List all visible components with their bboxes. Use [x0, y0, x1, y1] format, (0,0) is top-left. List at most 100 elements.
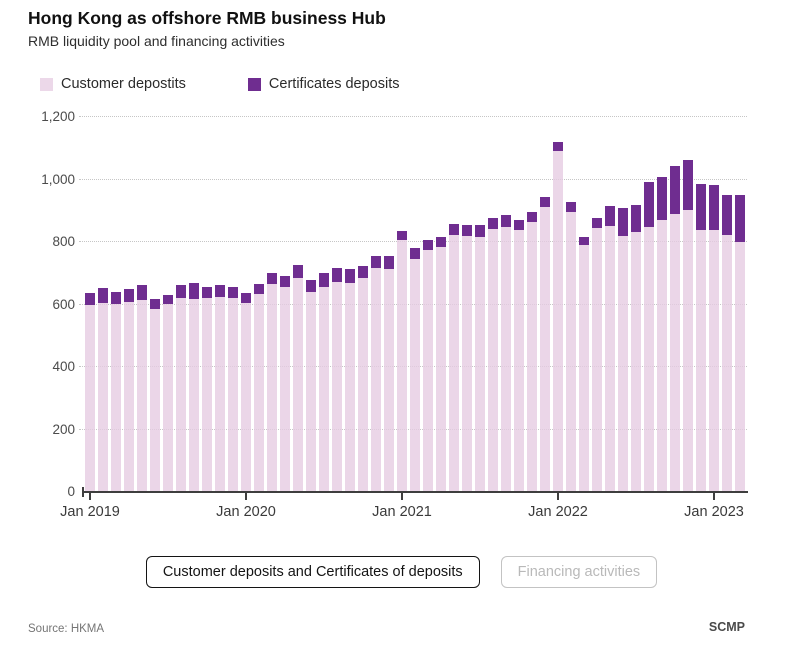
segment-certificates-deposits	[501, 214, 511, 227]
segment-customer-deposits	[657, 219, 667, 492]
bar-mar-2020	[267, 273, 277, 492]
segment-certificates-deposits	[358, 265, 368, 279]
deposits-toggle-button[interactable]: Customer deposits and Certificates of de…	[145, 556, 480, 588]
y-tick-label-0: 0	[67, 484, 75, 499]
segment-certificates-deposits	[98, 288, 108, 303]
bar-sep-2019	[189, 283, 199, 492]
bar-dec-2022	[696, 183, 706, 492]
segment-certificates-deposits	[514, 220, 524, 231]
bar-feb-2023	[722, 194, 732, 492]
bar-jul-2021	[475, 225, 485, 492]
segment-certificates-deposits	[241, 293, 251, 303]
bar-apr-2022	[592, 217, 602, 492]
bar-jun-2021	[462, 225, 472, 492]
legend-label-customer-deposits: Customer depostits	[61, 76, 186, 92]
segment-certificates-deposits	[410, 248, 420, 260]
x-tick-label-jan-2021: Jan 2021	[372, 504, 432, 520]
segment-customer-deposits	[384, 268, 394, 492]
segment-certificates-deposits	[449, 224, 459, 236]
financing-activities-toggle-button[interactable]: Financing activities	[500, 556, 658, 588]
segment-certificates-deposits	[280, 275, 290, 287]
bar-aug-2019	[176, 284, 186, 492]
bar-may-2020	[293, 265, 303, 492]
segment-customer-deposits	[605, 226, 615, 492]
bar-dec-2021	[540, 196, 550, 492]
segment-customer-deposits	[358, 278, 368, 492]
segment-certificates-deposits	[124, 288, 134, 302]
legend: Customer depostits Certificates deposits	[40, 76, 399, 92]
segment-certificates-deposits	[332, 268, 342, 282]
x-tick-label-jan-2019: Jan 2019	[60, 504, 120, 520]
segment-customer-deposits	[254, 294, 264, 492]
segment-certificates-deposits	[254, 284, 264, 295]
bar-sep-2022	[657, 177, 667, 492]
segment-customer-deposits	[241, 302, 251, 492]
segment-customer-deposits	[722, 235, 732, 492]
segment-customer-deposits	[553, 150, 563, 492]
bar-oct-2022	[670, 166, 680, 492]
bar-dec-2019	[228, 286, 238, 492]
segment-customer-deposits	[449, 235, 459, 492]
segment-certificates-deposits	[345, 269, 355, 284]
segment-certificates-deposits	[150, 298, 160, 310]
legend-item-customer-deposits: Customer depostits	[40, 76, 186, 92]
chart-toggle-buttons: Customer deposits and Certificates of de…	[0, 556, 803, 588]
page-subtitle: RMB liquidity pool and financing activit…	[28, 33, 285, 49]
segment-certificates-deposits	[371, 255, 381, 269]
bar-mar-2022	[579, 236, 589, 492]
bar-jul-2022	[631, 204, 641, 492]
customer-deposits-swatch-icon	[40, 77, 53, 91]
segment-certificates-deposits	[111, 292, 121, 304]
segment-customer-deposits	[410, 259, 420, 492]
segment-customer-deposits	[670, 213, 680, 492]
bar-nov-2020	[371, 255, 381, 492]
segment-certificates-deposits	[163, 294, 173, 304]
bar-apr-2021	[436, 236, 446, 492]
brand-logo: SCMP	[708, 620, 745, 634]
bar-jan-2022	[553, 142, 563, 492]
gridline-800	[79, 241, 747, 242]
bar-may-2021	[449, 224, 459, 492]
y-tick-label-1000: 1,000	[41, 171, 75, 187]
segment-customer-deposits	[488, 228, 498, 492]
segment-customer-deposits	[462, 235, 472, 492]
segment-customer-deposits	[618, 235, 628, 492]
bar-feb-2021	[410, 248, 420, 492]
segment-certificates-deposits	[436, 236, 446, 248]
source-attribution: Source: HKMA	[28, 623, 105, 635]
bar-oct-2020	[358, 265, 368, 492]
segment-customer-deposits	[150, 309, 160, 492]
segment-customer-deposits	[332, 281, 342, 492]
segment-certificates-deposits	[293, 265, 303, 279]
bar-jun-2020	[306, 280, 316, 492]
segment-certificates-deposits	[605, 206, 615, 227]
segment-customer-deposits	[527, 221, 537, 492]
x-tick-jan-2023	[713, 493, 715, 500]
bar-may-2022	[605, 206, 615, 492]
segment-certificates-deposits	[722, 194, 732, 236]
segment-certificates-deposits	[735, 195, 745, 243]
segment-certificates-deposits	[462, 225, 472, 236]
segment-certificates-deposits	[85, 292, 95, 305]
bar-dec-2020	[384, 255, 394, 492]
segment-customer-deposits	[592, 227, 602, 492]
segment-certificates-deposits	[631, 204, 641, 232]
plot-area: Jan 2019 Jan 2020 Jan 2021 Jan 2022 Jan 2023	[60, 116, 748, 520]
segment-customer-deposits	[475, 236, 485, 492]
bar-feb-2019	[98, 288, 108, 492]
segment-certificates-deposits	[176, 284, 186, 299]
bar-apr-2020	[280, 275, 290, 492]
x-tick-label-jan-2020: Jan 2020	[216, 504, 276, 520]
segment-customer-deposits	[202, 298, 212, 492]
segment-customer-deposits	[397, 240, 407, 492]
segment-certificates-deposits	[306, 280, 316, 292]
segment-customer-deposits	[293, 278, 303, 492]
bar-feb-2020	[254, 284, 264, 492]
segment-certificates-deposits	[189, 283, 199, 299]
bar-sep-2021	[501, 214, 511, 492]
y-tick-label-600: 600	[52, 296, 75, 312]
bar-sep-2020	[345, 269, 355, 492]
segment-certificates-deposits	[540, 196, 550, 207]
segment-certificates-deposits	[696, 183, 706, 230]
